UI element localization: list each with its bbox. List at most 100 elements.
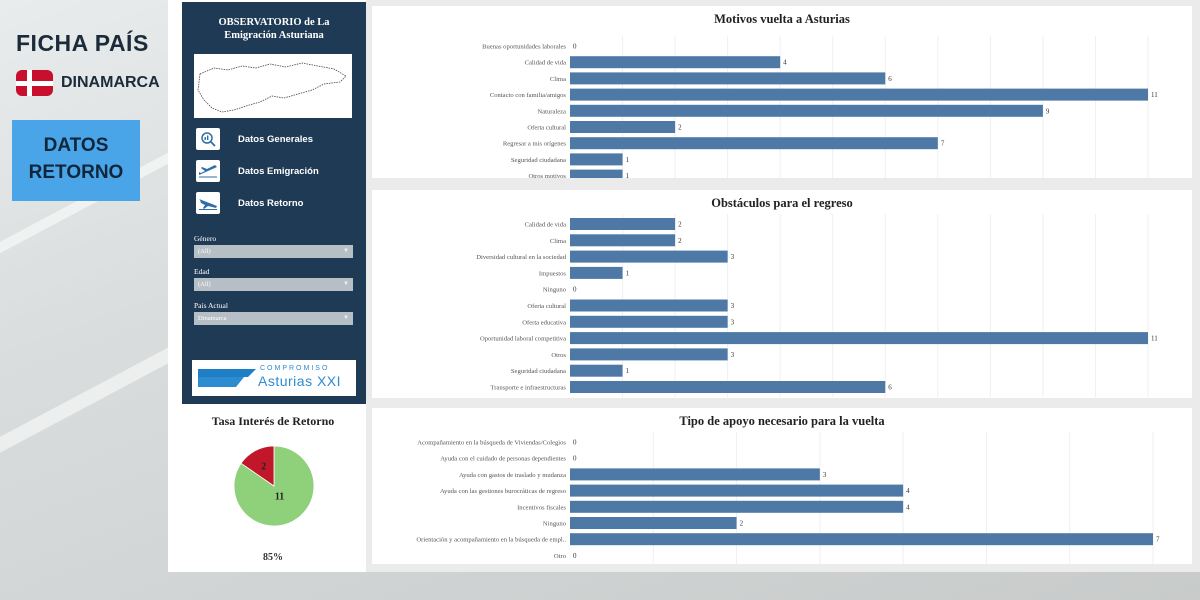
data-label: 0 (573, 286, 577, 294)
bar (570, 121, 676, 133)
bar (570, 72, 886, 85)
category-label: Buenas oportunidades laborales (482, 44, 566, 51)
bar (570, 250, 728, 263)
data-label: 2 (678, 124, 682, 132)
observatorio-title-line2: Emigración Asturiana (224, 30, 324, 41)
category-label: Otros (551, 352, 566, 359)
data-label: 1 (626, 172, 630, 178)
data-label: 6 (888, 75, 892, 83)
category-label: Ayuda con las gestiones burocráticas de … (440, 488, 567, 495)
plane-landing-icon (196, 192, 220, 214)
bar (570, 234, 676, 247)
chart-title-obstaculos: Obstáculos para el regreso (711, 196, 853, 210)
bar (570, 468, 820, 481)
category-label: Oferta cultural (527, 303, 566, 310)
pie-slice (240, 445, 275, 487)
nav-datos-retorno[interactable]: Datos Retorno (196, 192, 303, 214)
data-label: 2 (678, 237, 682, 245)
data-label: 11 (1151, 335, 1158, 343)
chart-obstaculos: Calidad de vida 2 Clima 2 Diversidad cultura… (476, 214, 1158, 398)
bar (570, 266, 623, 279)
filter-label-pais: País Actual (194, 301, 228, 310)
bar (570, 348, 728, 361)
data-label: 4 (906, 503, 910, 511)
category-label: Naturaleza (537, 108, 566, 115)
edad-select[interactable]: (All) ▼ (194, 278, 353, 291)
category-label: Oferta educativa (522, 319, 566, 326)
category-label: Oferta cultural (527, 125, 566, 132)
category-label: Ayuda con el cuidado de personas dependi… (440, 456, 566, 463)
plane-takeoff-icon (196, 160, 220, 182)
nav-label: Datos Emigración (238, 165, 319, 177)
observatorio-title: OBSERVATORIO de La Emigración Asturiana (182, 16, 366, 42)
data-label: 1 (626, 156, 630, 164)
denmark-flag-icon (16, 70, 53, 96)
genero-select-value: (All) (198, 248, 211, 255)
data-label: 1 (626, 269, 630, 277)
nav-label: Datos Retorno (238, 197, 304, 209)
chart-tasa-pie: 11 2 (233, 445, 315, 527)
bar (570, 500, 904, 513)
category-label: Ninguno (543, 287, 567, 294)
category-label: Acompañamiento en la búsqueda de Viviend… (417, 440, 566, 447)
sidebar: OBSERVATORIO de La Emigración Asturiana … (182, 2, 366, 404)
bar (570, 315, 728, 328)
chevron-down-icon: ▼ (343, 248, 349, 254)
logo-text-bottom: Asturias XXI (258, 373, 342, 389)
pais-select[interactable]: Dinamarca ▼ (194, 312, 353, 325)
bar (570, 381, 886, 393)
category-label: Orientación y acompañamiento en la búsqu… (416, 537, 566, 544)
bar (570, 169, 623, 178)
data-label: 9 (1046, 107, 1050, 115)
chart-title-motivos: Motivos vuelta a Asturias (714, 12, 850, 26)
data-label: 3 (731, 253, 735, 261)
bar (570, 137, 938, 150)
chart-apoyo: Acompañamiento en la búsqueda de Viviend… (416, 432, 1160, 564)
data-label: 0 (573, 439, 577, 447)
genero-select[interactable]: (All) ▼ (194, 245, 353, 258)
nav-datos-emigracion[interactable]: Datos Emigración (196, 160, 319, 182)
chevron-down-icon: ▼ (343, 281, 349, 287)
nav-datos-generales[interactable]: Datos Generales (196, 128, 313, 150)
country-label: DINAMARCA (16, 70, 160, 96)
search-chart-icon (196, 128, 220, 150)
bar (570, 332, 1148, 345)
data-label: 11 (1151, 91, 1158, 99)
data-label: 4 (783, 59, 787, 67)
data-label: 0 (573, 43, 577, 51)
chart-title-tasa: Tasa Interés de Retorno (211, 414, 335, 428)
category-label: Ayuda con gastos de traslado y mudanza (459, 472, 566, 479)
datos-retorno-button[interactable]: DATOS RETORNO (12, 120, 140, 201)
chart-motivos: Buenas oportunidades laborales 0 Calidad d… (482, 36, 1158, 178)
data-label: 3 (731, 351, 735, 359)
bar (570, 218, 676, 230)
panel-obstaculos: Obstáculos para el regreso Calidad de vi… (372, 190, 1192, 398)
tasa-percentage: 85% (263, 552, 283, 563)
category-label: Seguridad ciudadana (511, 368, 566, 375)
category-label: Calidad de vida (525, 60, 566, 67)
asturias-map (194, 54, 352, 118)
logo-text-top: COMPROMISO (260, 365, 330, 372)
category-label: Seguridad ciudadana (511, 157, 566, 164)
bar (570, 364, 623, 377)
bar (570, 299, 728, 312)
pie-label: 2 (261, 462, 266, 473)
observatorio-title-line1: OBSERVATORIO de La (218, 17, 330, 28)
category-label: Incentivos fiscales (517, 504, 566, 511)
data-label: 3 (731, 302, 735, 310)
compromiso-asturias-logo: COMPROMISO Asturias XXI (192, 360, 356, 396)
filter-label-genero: Género (194, 234, 217, 243)
category-label: Transporte e infraestructuras (490, 385, 566, 392)
bar (570, 153, 623, 166)
edad-select-value: (All) (198, 281, 211, 288)
logo-mark-icon (198, 369, 256, 387)
bar (570, 484, 904, 497)
category-label: Contacto con familia/amigos (490, 92, 567, 99)
nav-label: Datos Generales (238, 133, 313, 145)
chevron-down-icon: ▼ (343, 315, 349, 321)
category-label: Otros motivos (528, 173, 566, 178)
data-label: 3 (731, 318, 735, 326)
panel-apoyo: Tipo de apoyo necesario para la vuelta A… (372, 408, 1192, 564)
bar (570, 56, 781, 69)
category-label: Clima (550, 238, 566, 245)
